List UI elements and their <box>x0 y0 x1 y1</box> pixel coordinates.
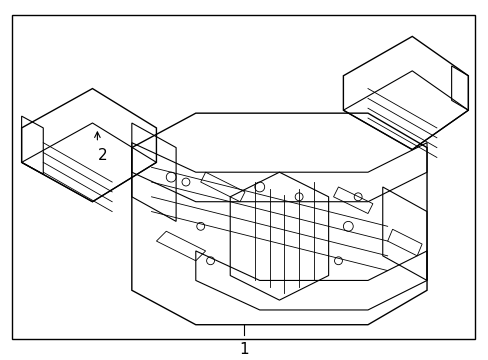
Text: 1: 1 <box>239 342 248 357</box>
Text: 2: 2 <box>97 148 107 163</box>
